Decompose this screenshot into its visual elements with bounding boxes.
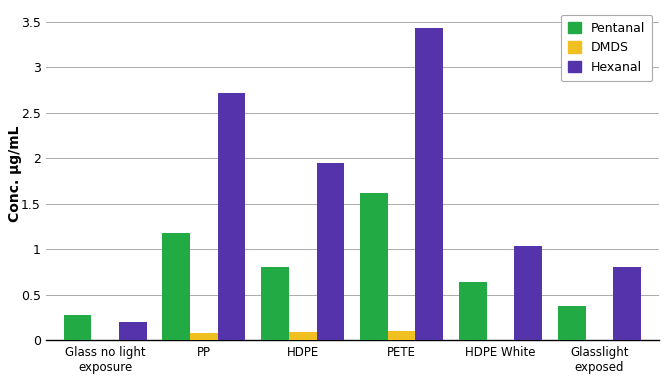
Bar (388, 331, 416, 340)
Y-axis label: Conc. μg/mL: Conc. μg/mL (8, 126, 22, 222)
Bar (119, 322, 147, 340)
Bar (162, 233, 190, 340)
Bar (261, 267, 289, 340)
Bar (289, 332, 317, 340)
Bar (360, 193, 388, 340)
Bar (217, 93, 245, 340)
Bar (514, 246, 542, 340)
Bar (190, 333, 217, 340)
Bar (613, 267, 641, 340)
Bar (317, 163, 344, 340)
Bar (63, 315, 91, 340)
Bar (558, 306, 586, 340)
Bar (416, 28, 443, 340)
Legend: Pentanal, DMDS, Hexanal: Pentanal, DMDS, Hexanal (560, 15, 652, 81)
Bar (459, 282, 487, 340)
